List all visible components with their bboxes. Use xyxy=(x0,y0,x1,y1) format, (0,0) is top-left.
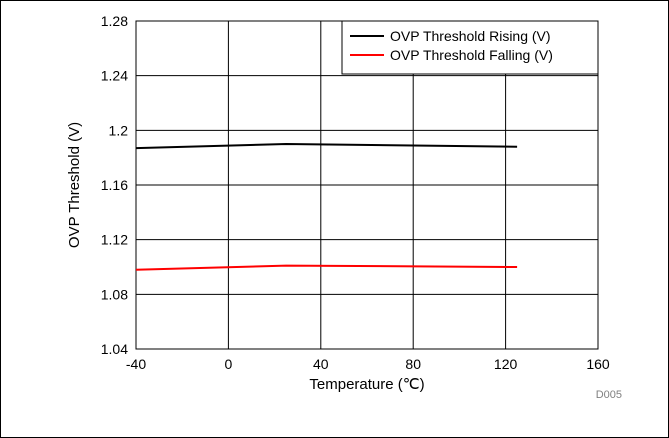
x-axis-ticks: -40 0 40 80 120 160 xyxy=(126,356,610,372)
x-tick-label: 80 xyxy=(405,356,421,372)
y-tick-label: 1.04 xyxy=(101,341,128,357)
x-tick-label: 40 xyxy=(313,356,329,372)
y-tick-label: 1.08 xyxy=(101,286,128,302)
figure-code-label: D005 xyxy=(596,389,622,401)
series-line-rising xyxy=(135,142,518,150)
series-layer xyxy=(135,142,518,271)
y-tick-label: 1.12 xyxy=(101,232,128,248)
x-tick-label: -40 xyxy=(126,356,146,372)
grid xyxy=(136,21,598,349)
legend-label-rising: OVP Threshold Rising (V) xyxy=(390,28,551,44)
y-tick-label: 1.24 xyxy=(101,68,128,84)
x-axis-title: Temperature (℃) xyxy=(309,376,424,393)
y-tick-label: 1.16 xyxy=(101,177,128,193)
x-tick-label: 120 xyxy=(494,356,518,372)
y-tick-label: 1.2 xyxy=(109,122,129,138)
x-tick-label: 160 xyxy=(586,356,610,372)
legend-label-falling: OVP Threshold Falling (V) xyxy=(390,47,553,63)
y-axis-title: OVP Threshold (V) xyxy=(66,122,83,248)
y-axis-ticks: 1.04 1.08 1.12 1.16 1.2 1.24 1.28 xyxy=(101,13,128,357)
legend-box xyxy=(341,20,599,75)
x-tick-label: 0 xyxy=(225,356,233,372)
y-tick-label: 1.28 xyxy=(101,13,128,29)
legend: OVP Threshold Rising (V) OVP Threshold F… xyxy=(341,20,599,75)
series-line-falling xyxy=(135,264,518,271)
